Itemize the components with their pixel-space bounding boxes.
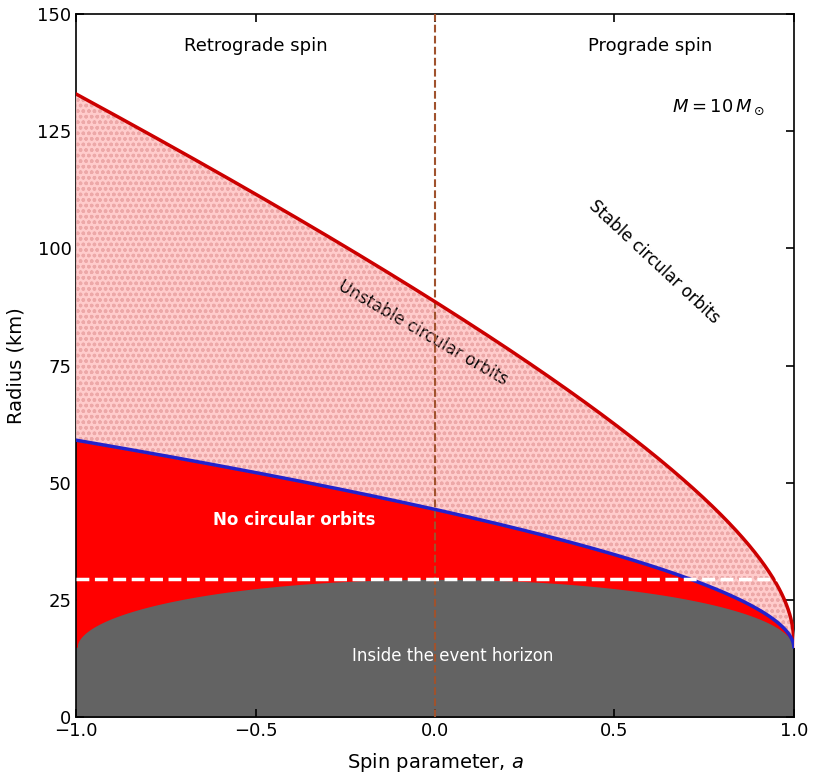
Text: Stable circular orbits: Stable circular orbits — [586, 197, 724, 327]
Text: Prograde spin: Prograde spin — [588, 37, 712, 55]
Text: $M = 10\,M_\odot$: $M = 10\,M_\odot$ — [672, 98, 764, 117]
Text: Retrograde spin: Retrograde spin — [184, 37, 328, 55]
X-axis label: Spin parameter, $a$: Spin parameter, $a$ — [346, 751, 523, 774]
Text: No circular orbits: No circular orbits — [213, 512, 375, 530]
Text: Unstable circular orbits: Unstable circular orbits — [335, 276, 511, 389]
Text: Inside the event horizon: Inside the event horizon — [352, 647, 553, 665]
Y-axis label: Radius (km): Radius (km) — [7, 307, 26, 424]
